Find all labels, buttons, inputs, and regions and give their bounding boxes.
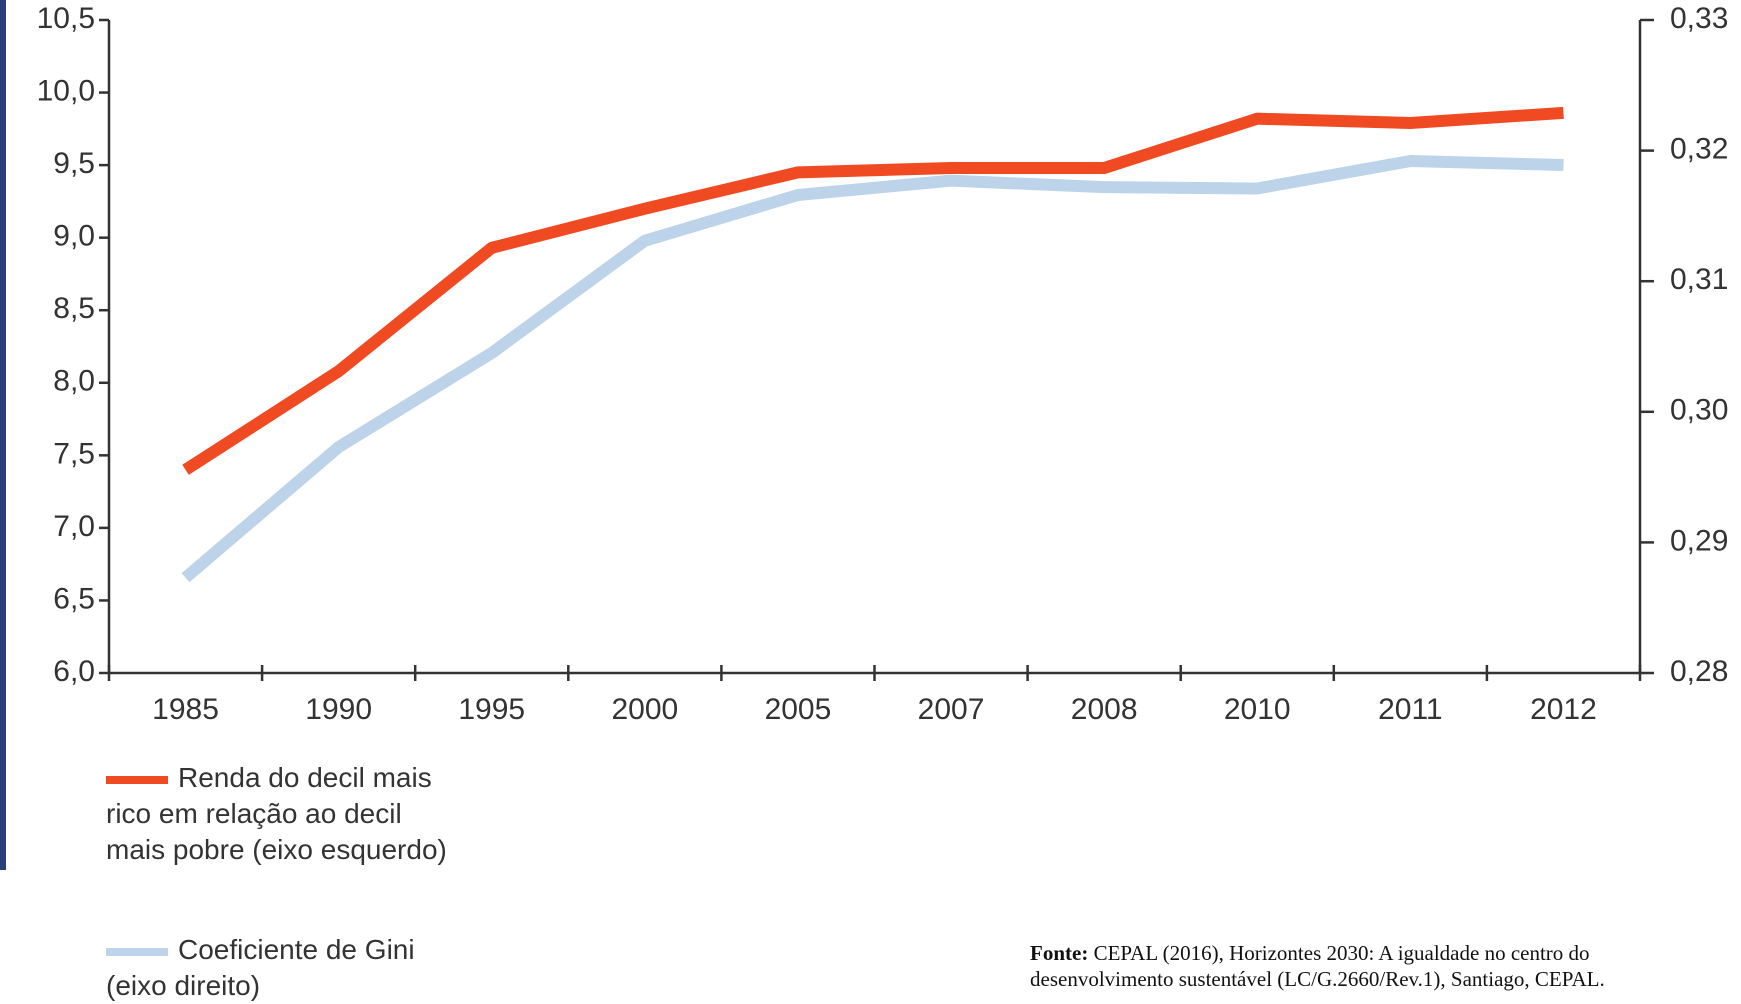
y-tick-label: 8,5 — [53, 292, 95, 325]
x-tick-label: 2007 — [918, 693, 985, 726]
y-tick-label: 6,5 — [53, 582, 95, 615]
y-tick-label: 10,0 — [37, 74, 95, 107]
source-note: Fonte: CEPAL (2016), Horizontes 2030: A … — [1030, 940, 1720, 992]
legend-swatch — [106, 947, 168, 956]
y2-tick-label: 0,31 — [1670, 263, 1728, 296]
x-tick-label: 2000 — [611, 693, 678, 726]
y2-tick-label: 0,33 — [1670, 2, 1728, 35]
x-tick-label: 1990 — [305, 693, 372, 726]
legend-label: Coeficiente de Gini (eixo direito) — [106, 934, 415, 1001]
y-tick-label: 7,0 — [53, 510, 95, 543]
x-tick-label: 2010 — [1224, 693, 1291, 726]
y-tick-label: 9,5 — [53, 147, 95, 180]
y2-tick-label: 0,28 — [1670, 655, 1728, 688]
source-text: CEPAL (2016), Horizontes 2030: A igualda… — [1030, 941, 1605, 991]
y-tick-label: 9,0 — [53, 220, 95, 253]
series-line — [181, 155, 1564, 583]
legend-1: Renda do decil mais rico em relação ao d… — [106, 760, 466, 868]
y2-tick-label: 0,30 — [1670, 394, 1728, 427]
y-tick-label: 6,0 — [53, 655, 95, 688]
x-tick-label: 2008 — [1071, 693, 1138, 726]
x-tick-label: 2005 — [765, 693, 832, 726]
legend-swatch — [106, 775, 168, 784]
edge-strip — [0, 0, 6, 870]
legend-label: Renda do decil mais rico em relação ao d… — [106, 762, 447, 865]
y2-tick-label: 0,32 — [1670, 133, 1728, 166]
series-line — [182, 106, 1564, 475]
source-label: Fonte: — [1030, 941, 1089, 965]
y-tick-label: 10,5 — [37, 2, 95, 35]
x-tick-label: 1985 — [152, 693, 219, 726]
x-tick-label: 1995 — [458, 693, 525, 726]
x-tick-label: 2012 — [1530, 693, 1597, 726]
y-tick-label: 8,0 — [53, 365, 95, 398]
y2-tick-label: 0,29 — [1670, 524, 1728, 557]
x-tick-label: 2011 — [1378, 693, 1443, 726]
y-tick-label: 7,5 — [53, 437, 95, 470]
legend-2: Coeficiente de Gini (eixo direito) — [106, 932, 466, 1004]
